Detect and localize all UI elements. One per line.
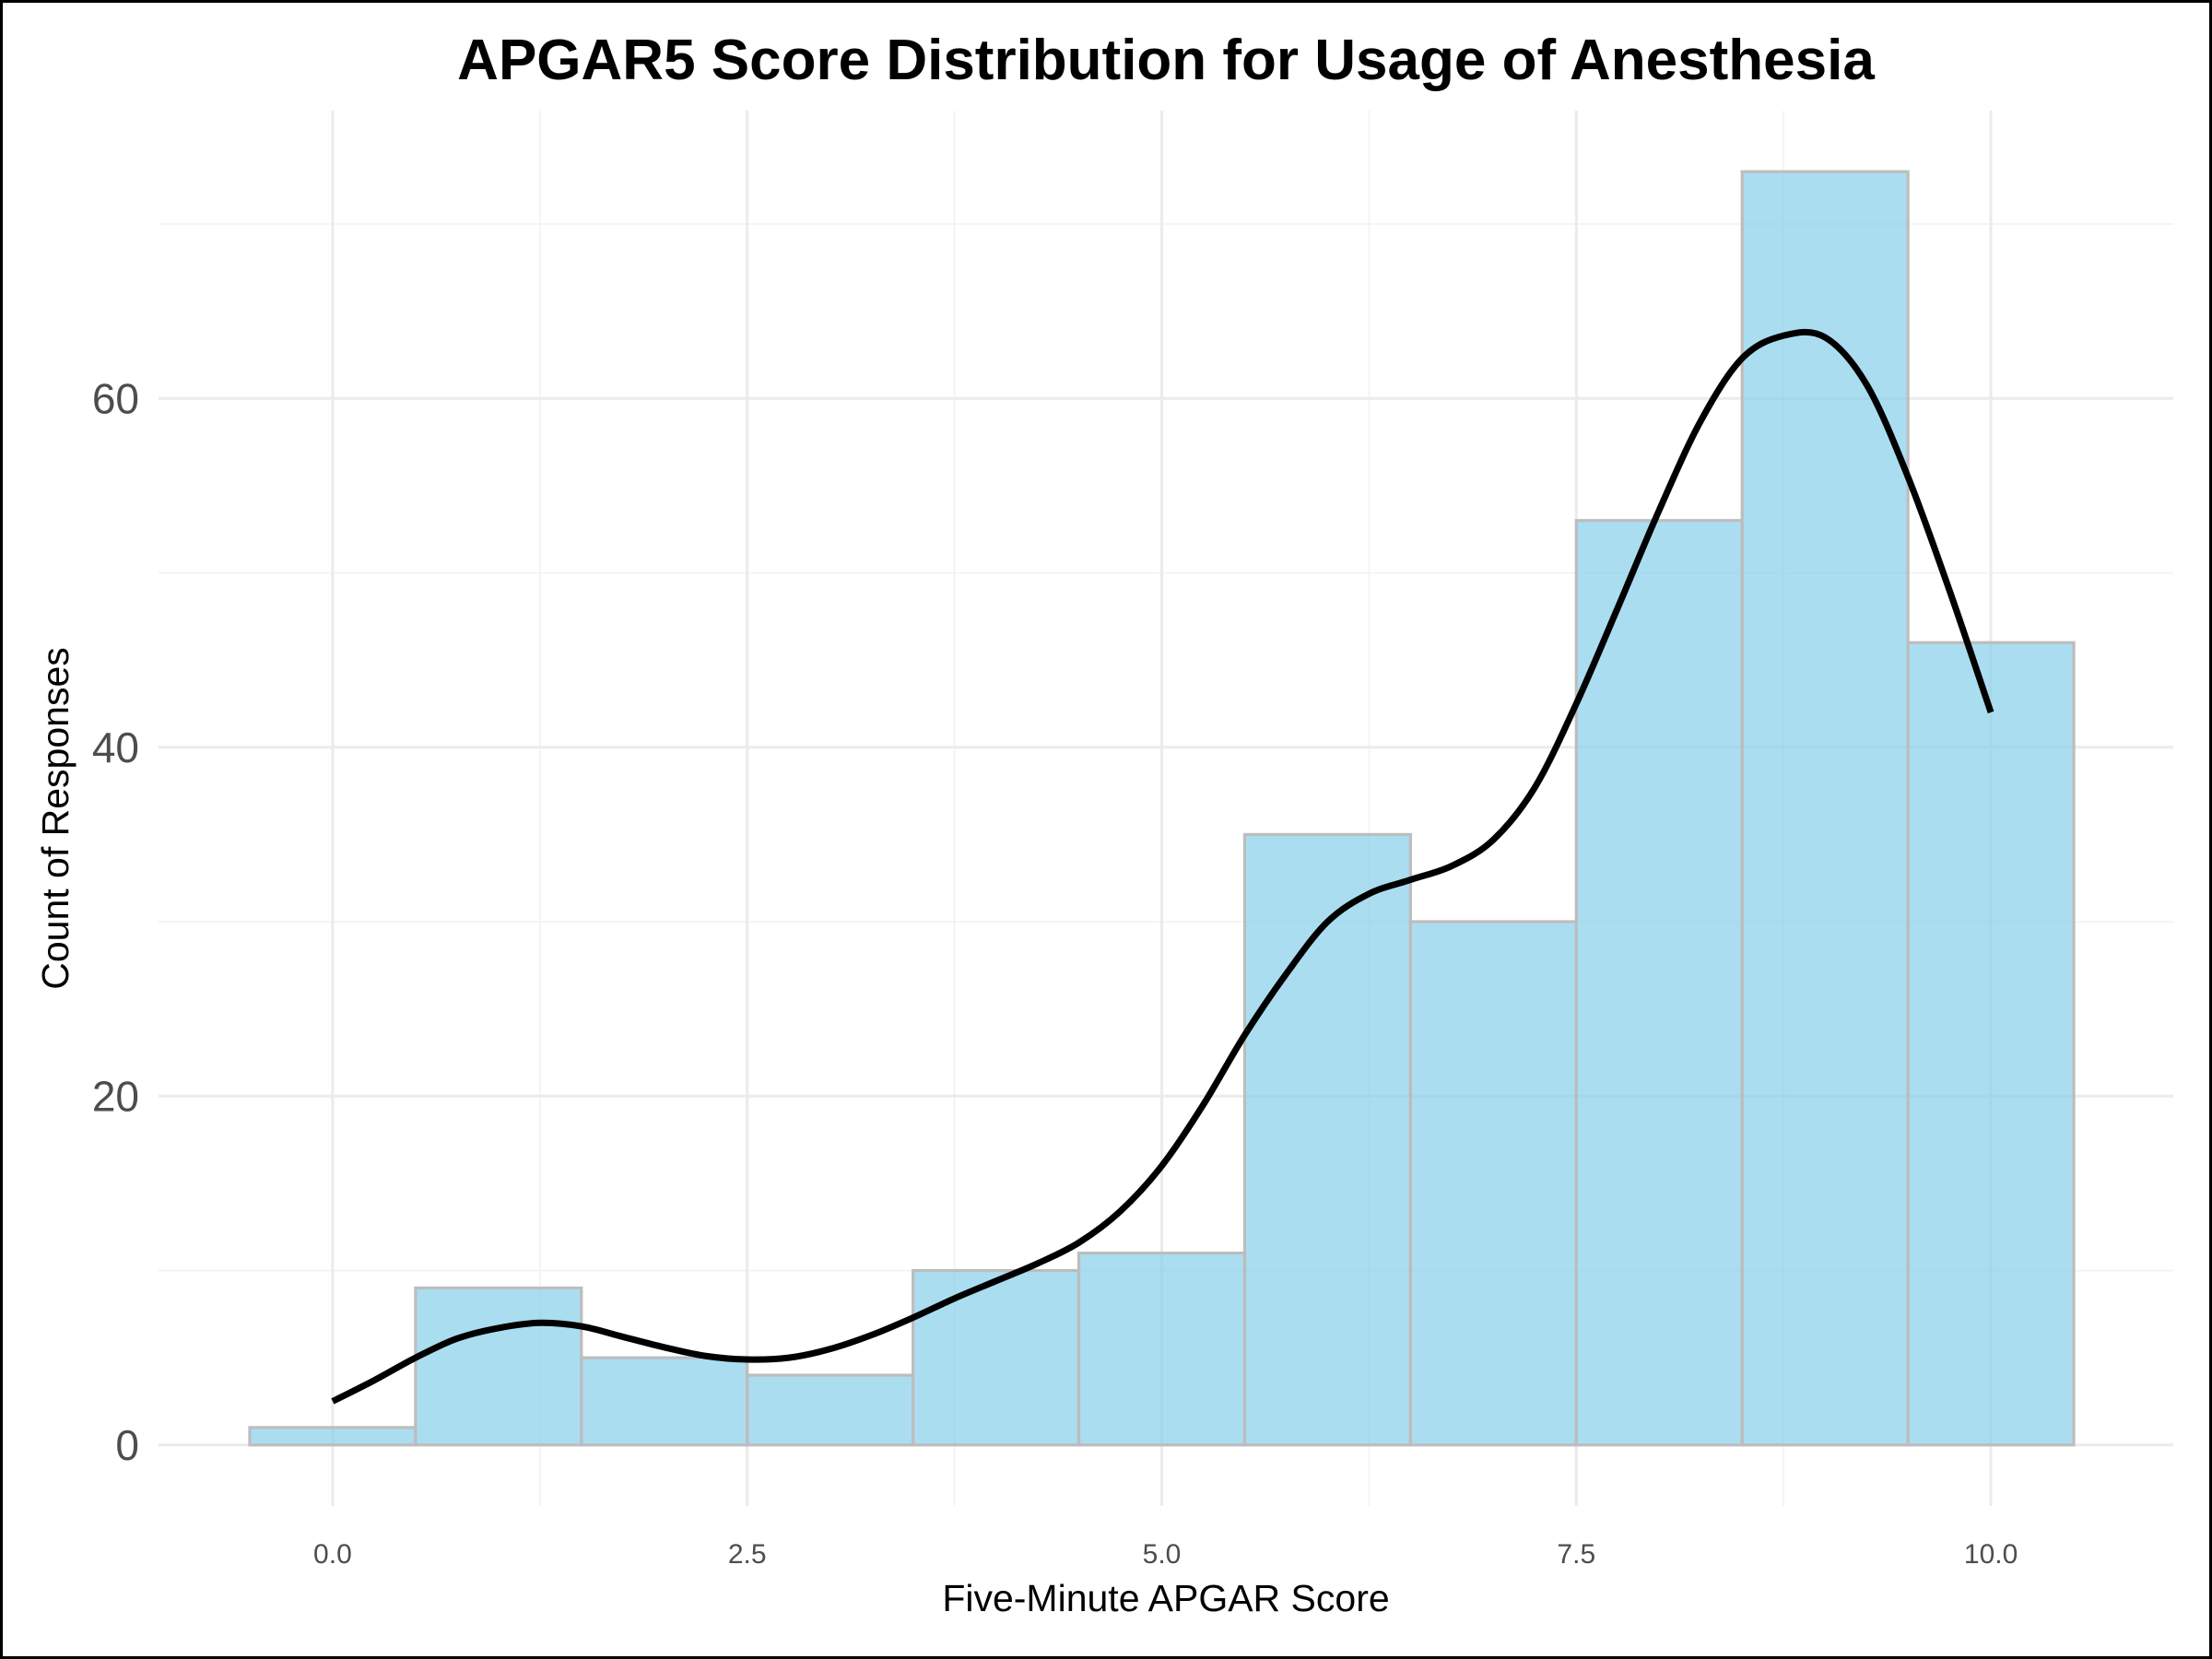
x-tick-label: 5.0 <box>1143 1539 1182 1570</box>
x-axis-ticks: 0.0 2.5 5.0 7.5 10.0 <box>313 1539 2018 1570</box>
x-tick-label: 2.5 <box>728 1539 767 1570</box>
histogram-bar <box>248 1426 418 1447</box>
y-tick-label: 0 <box>115 1421 139 1469</box>
y-axis-title: Count of Responses <box>34 647 76 990</box>
histogram-bar <box>1740 170 1910 1447</box>
x-tick-label: 7.5 <box>1557 1539 1595 1570</box>
density-curve <box>331 328 1994 1405</box>
y-tick-label: 20 <box>92 1072 139 1120</box>
histogram-bar <box>746 1373 915 1447</box>
histogram-bar <box>414 1286 583 1447</box>
histogram-bar <box>1077 1251 1247 1447</box>
histogram-bar <box>580 1356 749 1447</box>
histogram-bar <box>1906 641 2076 1447</box>
x-tick-label: 10.0 <box>1964 1539 2018 1570</box>
histogram-bars <box>248 170 2076 1447</box>
histogram-bar <box>1574 519 1744 1447</box>
y-tick-label: 60 <box>92 374 139 422</box>
histogram-bar <box>1408 920 1578 1447</box>
y-axis-ticks: 0 20 40 60 <box>92 374 139 1469</box>
chart-title: APGAR5 Score Distribution for Usage of A… <box>457 29 1875 92</box>
x-axis-title: Five-Minute APGAR Score <box>942 1577 1389 1619</box>
x-tick-label: 0.0 <box>313 1539 352 1570</box>
y-tick-label: 40 <box>92 724 139 771</box>
density-curve-layer <box>331 328 1994 1405</box>
histogram-bar <box>912 1268 1081 1447</box>
